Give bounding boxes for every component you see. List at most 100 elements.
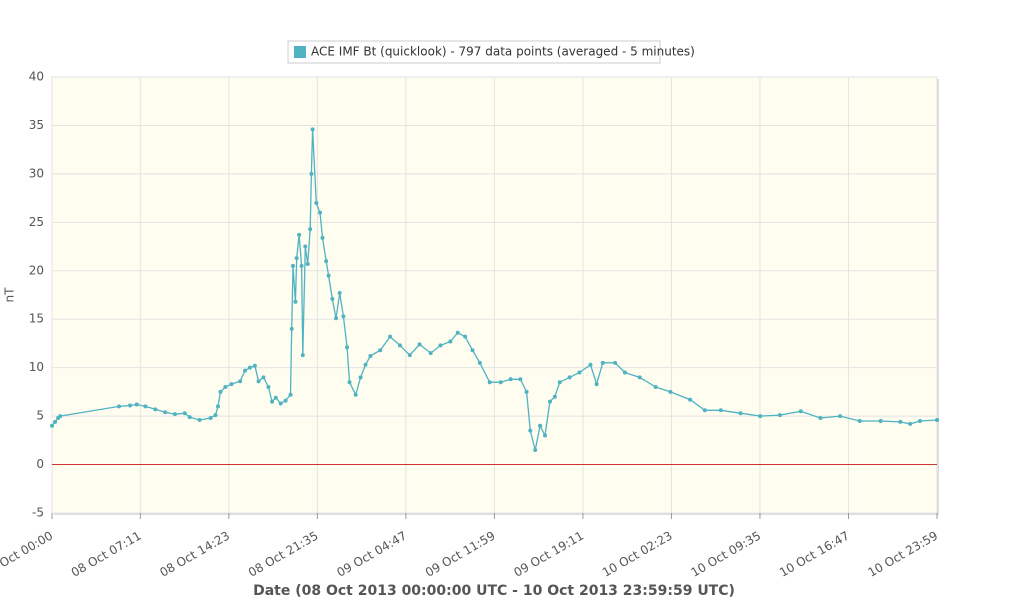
y-tick-label: 0	[36, 457, 44, 471]
y-tick-label: 15	[29, 312, 44, 326]
x-tick-label: 08 Oct 07:11	[69, 529, 144, 580]
data-point	[334, 316, 339, 321]
data-point	[448, 339, 453, 344]
data-point	[487, 380, 492, 385]
x-tick-label: 09 Oct 19:11	[511, 529, 586, 580]
x-tick-label: 10 Oct 23:59	[865, 529, 940, 580]
data-point	[557, 380, 562, 385]
data-point	[857, 418, 862, 423]
data-point	[524, 389, 529, 394]
data-point	[577, 370, 582, 375]
data-point	[218, 389, 223, 394]
x-axis-title: Date (08 Oct 2013 00:00:00 UTC - 10 Oct …	[253, 583, 735, 599]
data-point	[397, 343, 402, 348]
data-point	[337, 291, 342, 296]
data-point	[283, 398, 288, 403]
data-point	[637, 375, 642, 380]
y-tick-label: 30	[29, 166, 44, 180]
data-point	[247, 365, 252, 370]
data-point	[303, 244, 308, 249]
data-point	[407, 353, 412, 358]
data-point	[294, 256, 299, 261]
data-point	[266, 385, 271, 390]
data-point	[508, 377, 513, 382]
data-point	[613, 360, 618, 365]
data-point	[299, 263, 304, 268]
data-point	[288, 392, 293, 397]
data-point	[588, 362, 593, 367]
data-point	[293, 299, 298, 304]
data-point	[314, 200, 319, 205]
data-point	[50, 423, 54, 428]
data-point	[289, 326, 294, 331]
data-point	[309, 171, 314, 176]
data-point	[543, 433, 548, 438]
x-tick-label: 10 Oct 09:35	[688, 529, 763, 580]
grid	[51, 76, 938, 519]
data-point	[353, 392, 358, 397]
data-point	[758, 414, 763, 419]
legend-label: ACE IMF Bt (quicklook) - 797 data points…	[311, 45, 695, 59]
y-tick-label: 40	[29, 70, 44, 84]
data-point	[172, 412, 177, 417]
data-point	[320, 235, 325, 240]
data-point	[117, 404, 122, 409]
y-tick-label: 5	[36, 409, 44, 423]
data-point	[341, 314, 346, 319]
data-point	[898, 419, 903, 424]
x-tick-label: 09 Oct 11:59	[423, 529, 498, 580]
data-point	[308, 227, 313, 232]
data-point	[213, 413, 218, 418]
x-tick-label: 08 Oct 21:35	[246, 529, 321, 580]
data-point	[310, 127, 315, 132]
legend-swatch	[294, 46, 306, 58]
data-point	[388, 334, 393, 339]
data-point	[300, 353, 305, 358]
x-tick-label: 08 Oct 14:23	[157, 529, 232, 580]
data-point	[463, 334, 468, 339]
data-point	[533, 448, 538, 453]
data-point	[208, 416, 213, 421]
data-point	[273, 395, 278, 400]
data-point	[143, 404, 148, 409]
data-point	[261, 375, 266, 380]
data-point	[438, 343, 443, 348]
data-point	[326, 273, 331, 278]
data-point	[182, 411, 187, 416]
data-point	[58, 414, 63, 419]
data-point	[738, 411, 743, 416]
data-point	[128, 403, 133, 408]
data-point	[917, 418, 922, 423]
data-point	[134, 402, 139, 407]
data-point	[197, 417, 202, 422]
legend-box	[287, 40, 661, 64]
y-tick-label: 25	[29, 215, 44, 229]
data-point	[428, 351, 433, 356]
y-tick-label: -5	[32, 506, 44, 520]
data-point	[243, 368, 248, 373]
data-point	[518, 377, 523, 382]
y-tick-label: 20	[29, 263, 44, 277]
y-tick-label: 35	[29, 118, 44, 132]
data-point	[229, 382, 234, 387]
data-point	[305, 261, 310, 266]
data-point	[187, 415, 192, 420]
data-point	[345, 345, 350, 350]
x-tick-label: 10 Oct 02:23	[600, 529, 675, 580]
data-point	[935, 417, 939, 422]
data-point	[163, 410, 168, 415]
data-point	[818, 416, 823, 421]
data-point	[330, 296, 335, 301]
x-tick-label: 10 Oct 16:47	[777, 529, 852, 580]
data-point	[324, 259, 329, 264]
x-tick-label: 08 Oct 00:00	[0, 529, 55, 580]
data-point	[318, 210, 323, 215]
data-point	[538, 423, 543, 428]
data-point	[908, 421, 913, 426]
data-point	[718, 408, 723, 413]
data-point	[622, 370, 627, 375]
data-point	[653, 385, 658, 390]
data-point	[53, 419, 58, 424]
